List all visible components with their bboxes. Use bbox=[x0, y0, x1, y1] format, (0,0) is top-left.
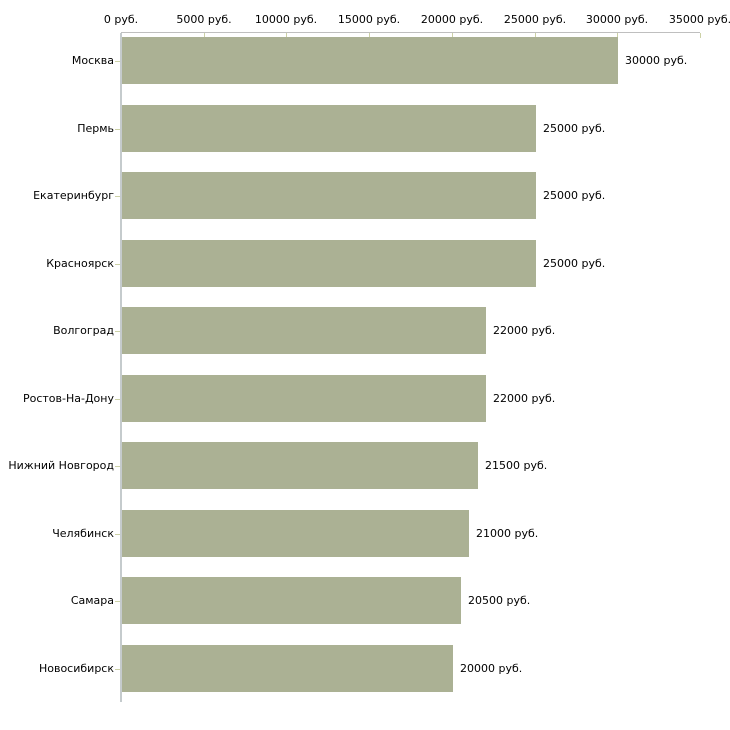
bar-value-label: 21500 руб. bbox=[485, 458, 548, 472]
x-tick-mark bbox=[286, 33, 287, 38]
bar-value-label: 30000 руб. bbox=[625, 53, 688, 67]
category-tick-mark bbox=[115, 399, 120, 400]
x-axis-tick-label: 5000 руб. bbox=[176, 13, 232, 26]
category-tick-mark bbox=[115, 61, 120, 62]
category-label: Пермь bbox=[77, 121, 114, 135]
bar-value-label: 20000 руб. bbox=[460, 661, 523, 675]
bar-Красноярск bbox=[122, 240, 536, 287]
category-label: Ростов-На-Дону bbox=[22, 391, 114, 405]
category-tick-mark bbox=[115, 129, 120, 130]
y-axis-line bbox=[120, 33, 122, 702]
bar-value-label: 25000 руб. bbox=[543, 121, 606, 135]
x-tick-mark bbox=[452, 33, 453, 38]
x-tick-mark bbox=[204, 33, 205, 38]
bar-value-label: 22000 руб. bbox=[493, 391, 556, 405]
x-axis-tick-label: 20000 руб. bbox=[420, 13, 484, 26]
category-label: Красноярск bbox=[46, 256, 114, 270]
x-axis-tick-label: 15000 руб. bbox=[337, 13, 401, 26]
bar-Москва bbox=[122, 37, 618, 84]
x-axis-tick-label: 35000 руб. bbox=[668, 13, 730, 26]
category-label: Самара bbox=[70, 593, 114, 607]
x-axis-tick-label: 0 руб. bbox=[103, 13, 139, 26]
bar-Пермь bbox=[122, 105, 536, 152]
x-tick-mark bbox=[700, 33, 701, 38]
category-label: Москва bbox=[71, 53, 114, 67]
category-label: Екатеринбург bbox=[33, 188, 114, 202]
bar-value-label: 25000 руб. bbox=[543, 188, 606, 202]
x-tick-mark bbox=[369, 33, 370, 38]
category-tick-mark bbox=[115, 601, 120, 602]
bar-value-label: 20500 руб. bbox=[468, 593, 531, 607]
bar-Волгоград bbox=[122, 307, 486, 354]
bar-Ростов-На-Дону bbox=[122, 375, 486, 422]
category-tick-mark bbox=[115, 466, 120, 467]
bar-Нижний Новгород bbox=[122, 442, 478, 489]
category-tick-mark bbox=[115, 196, 120, 197]
x-tick-mark bbox=[535, 33, 536, 38]
category-label: Челябинск bbox=[52, 526, 114, 540]
bar-Екатеринбург bbox=[122, 172, 536, 219]
bar-Новосибирск bbox=[122, 645, 453, 692]
category-label: Новосибирск bbox=[38, 661, 114, 675]
x-axis-tick-label: 25000 руб. bbox=[503, 13, 567, 26]
category-tick-mark bbox=[115, 669, 120, 670]
category-tick-mark bbox=[115, 534, 120, 535]
bar-value-label: 21000 руб. bbox=[476, 526, 539, 540]
category-tick-mark bbox=[115, 331, 120, 332]
category-tick-mark bbox=[115, 264, 120, 265]
category-label: Волгоград bbox=[53, 323, 114, 337]
bar-Челябинск bbox=[122, 510, 469, 557]
bar-value-label: 25000 руб. bbox=[543, 256, 606, 270]
x-axis-line bbox=[121, 32, 700, 33]
x-tick-mark bbox=[617, 33, 618, 38]
bar-Самара bbox=[122, 577, 461, 624]
x-axis-tick-label: 30000 руб. bbox=[585, 13, 649, 26]
bar-value-label: 22000 руб. bbox=[493, 323, 556, 337]
x-axis-tick-label: 10000 руб. bbox=[254, 13, 318, 26]
category-label: Нижний Новгород bbox=[8, 458, 114, 472]
